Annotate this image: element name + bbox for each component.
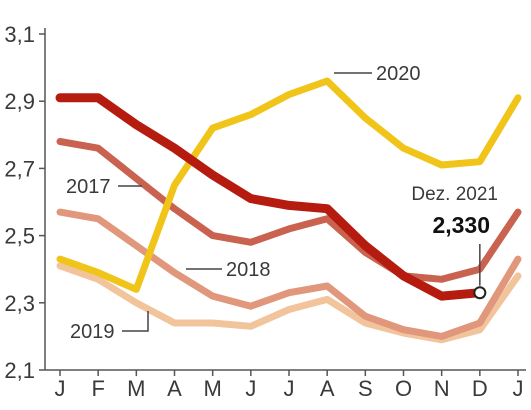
x-tick-label: D — [472, 376, 488, 401]
annotation-date-label: Dez. 2021 — [411, 184, 498, 205]
x-tick-label: M — [127, 376, 145, 401]
x-tick-label: M — [204, 376, 222, 401]
y-tick-label: 2,5 — [4, 224, 35, 249]
series-layer — [55, 77, 522, 344]
series-label-2019: 2019 — [70, 321, 115, 343]
label-layer: 2020 2017 2018 2019 Dez. 2021 2,330 — [66, 63, 498, 343]
y-tick-label: 2,9 — [4, 89, 35, 114]
series-line-2017 — [56, 138, 522, 283]
axis-layer: 2,12,32,52,72,93,1J F M A M J J A S O N D J — [4, 22, 526, 401]
leader-line-2019 — [122, 311, 149, 332]
series-label-2020: 2020 — [376, 63, 421, 85]
x-tick-label: J — [55, 376, 66, 401]
y-tick-label: 2,1 — [4, 358, 35, 383]
current-point-marker — [473, 286, 487, 300]
x-tick-label: J — [513, 376, 524, 401]
x-tick-label: N — [434, 376, 450, 401]
x-tick-label: J — [284, 376, 295, 401]
y-tick-label: 3,1 — [4, 22, 35, 47]
x-tick-label: A — [320, 376, 335, 401]
annotation-value-label: 2,330 — [432, 212, 490, 238]
series-label-2017: 2017 — [66, 176, 111, 198]
x-tick-label: S — [358, 376, 373, 401]
y-tick-label: 2,3 — [4, 291, 35, 316]
x-tick-label: A — [167, 376, 182, 401]
x-tick-label: O — [395, 376, 412, 401]
x-tick-label: F — [91, 376, 104, 401]
series-label-2018: 2018 — [226, 259, 271, 281]
series-line-current — [55, 93, 485, 301]
series-line-2020 — [56, 77, 522, 293]
x-tick-label: J — [245, 376, 256, 401]
series-line-2018 — [56, 208, 522, 340]
y-tick-label: 2,7 — [4, 156, 35, 181]
